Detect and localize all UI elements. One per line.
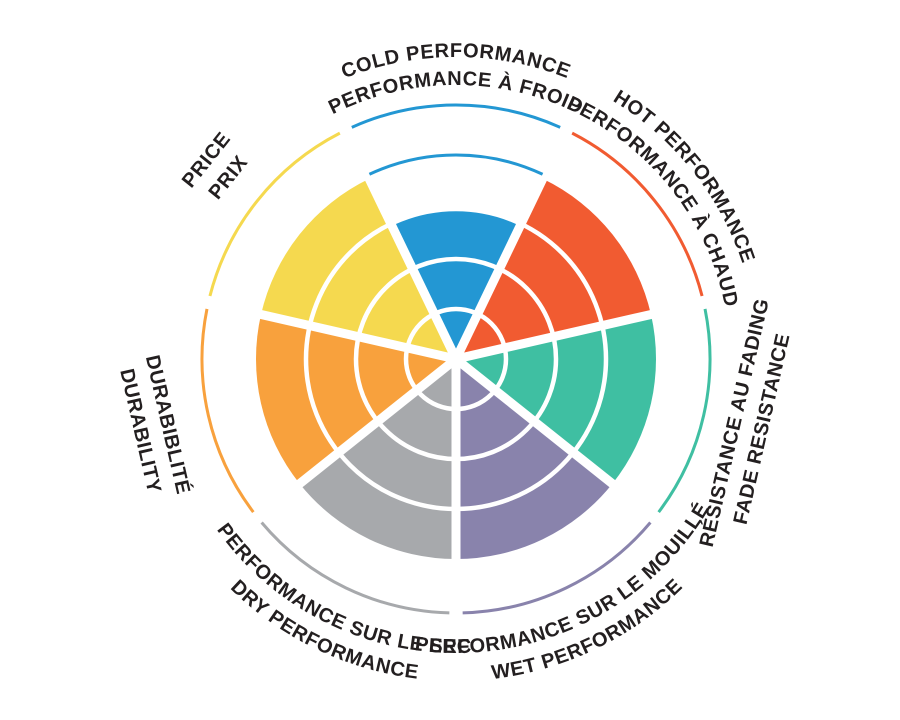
outer-arc-price: [208, 131, 341, 297]
segment-dividers: [248, 166, 664, 571]
sector-dry: [299, 359, 456, 559]
outer-arc-wet: [462, 521, 652, 615]
level-marker-arcs: [368, 153, 544, 176]
sector-cold: [390, 208, 522, 359]
segment-divider: [287, 355, 459, 495]
outer-arc-hot: [571, 131, 704, 297]
sector-price: [261, 178, 456, 359]
outer-color-arcs: [200, 103, 712, 615]
outer-arc-cold: [351, 103, 561, 129]
segment-divider: [359, 166, 461, 361]
segment-divider: [451, 166, 553, 361]
marker-arc-cold: [368, 153, 544, 176]
segment-divider: [454, 307, 664, 364]
outer-arc-durability: [200, 308, 255, 514]
segment-divider: [453, 355, 625, 495]
outer-arc-fade: [657, 308, 712, 514]
segment-divider: [248, 307, 458, 364]
sector-wet: [456, 359, 613, 559]
sector-hot: [456, 178, 651, 359]
outer-arc-dry: [260, 521, 450, 615]
